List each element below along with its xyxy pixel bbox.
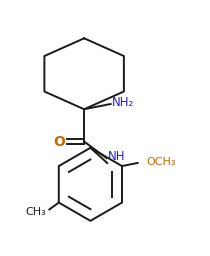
Text: NH₂: NH₂ — [112, 96, 135, 109]
Text: O: O — [54, 135, 66, 148]
Text: CH₃: CH₃ — [25, 207, 46, 217]
Text: OCH₃: OCH₃ — [146, 157, 176, 167]
Text: NH: NH — [108, 150, 126, 163]
